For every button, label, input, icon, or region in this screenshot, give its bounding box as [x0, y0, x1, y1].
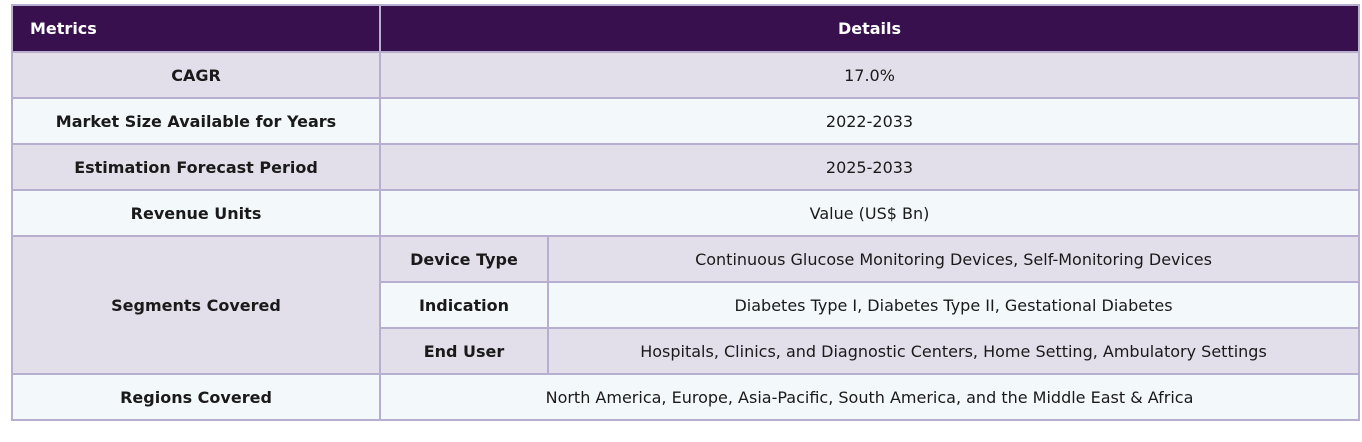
- table-header-row: Metrics Details: [11, 4, 1361, 53]
- cagr-label: CAGR: [11, 51, 381, 99]
- metrics-column-header: Metrics: [11, 4, 381, 53]
- report-metrics-table: Metrics Details CAGR 17.0% Market Size A…: [11, 4, 1361, 421]
- report-metrics-table-container: Metrics Details CAGR 17.0% Market Size A…: [11, 4, 1361, 421]
- table-row-segment-indication: Indication Diabetes Type I, Diabetes Typ…: [12, 281, 1361, 329]
- table-row-regions: Regions Covered North America, Europe, A…: [11, 373, 1361, 421]
- segment-device-type-label: Device Type: [379, 235, 549, 283]
- table-row-segment-end-user: End User Hospitals, Clinics, and Diagnos…: [12, 327, 1361, 375]
- table-row-cagr: CAGR 17.0%: [11, 51, 1361, 99]
- market-size-label: Market Size Available for Years: [11, 97, 381, 145]
- table-row-market-size: Market Size Available for Years 2022-203…: [11, 97, 1361, 145]
- segment-end-user-value: Hospitals, Clinics, and Diagnostic Cente…: [546, 327, 1361, 375]
- table-row-segment-device: Segments Covered Device Type Continuous …: [11, 235, 1361, 375]
- details-column-header: Details: [378, 4, 1361, 53]
- cagr-value: 17.0%: [378, 51, 1361, 99]
- table-row-revenue: Revenue Units Value (US$ Bn): [11, 189, 1361, 237]
- forecast-value: 2025-2033: [378, 143, 1361, 191]
- regions-value: North America, Europe, Asia-Pacific, Sou…: [378, 373, 1361, 421]
- segment-indication-value: Diabetes Type I, Diabetes Type II, Gesta…: [546, 281, 1361, 329]
- regions-label: Regions Covered: [11, 373, 381, 421]
- revenue-label: Revenue Units: [11, 189, 381, 237]
- forecast-label: Estimation Forecast Period: [11, 143, 381, 191]
- segment-end-user-label: End User: [379, 327, 549, 375]
- segment-indication-label: Indication: [379, 281, 549, 329]
- table-row-forecast: Estimation Forecast Period 2025-2033: [11, 143, 1361, 191]
- segments-covered-label: Segments Covered: [11, 235, 381, 375]
- market-size-value: 2022-2033: [378, 97, 1361, 145]
- revenue-value: Value (US$ Bn): [378, 189, 1361, 237]
- segment-device-type-value: Continuous Glucose Monitoring Devices, S…: [546, 235, 1361, 283]
